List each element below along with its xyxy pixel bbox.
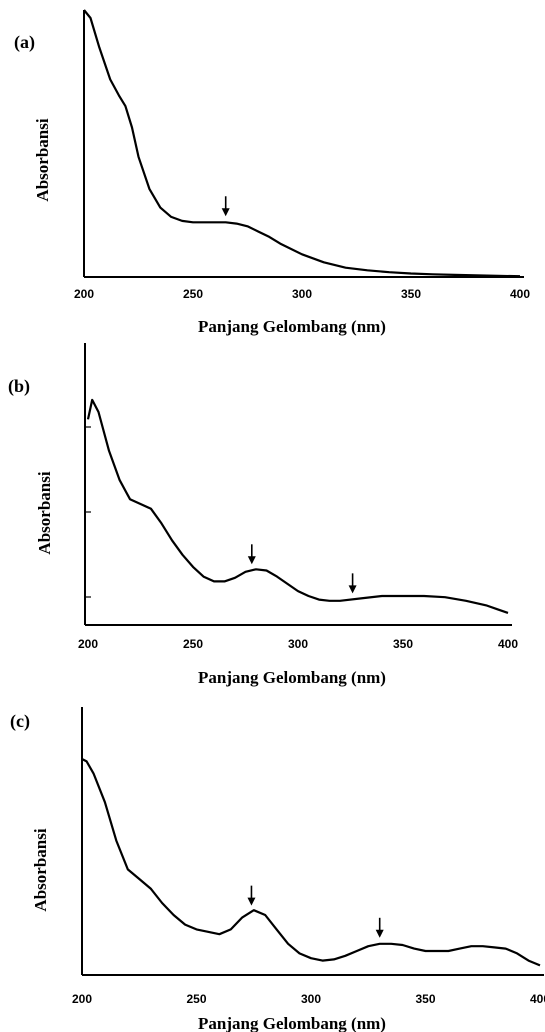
x-tick-label: 300 [301,992,321,1006]
x-tick-label: 200 [78,637,98,651]
x-axis-title: Panjang Gelombang (nm) [198,1014,386,1032]
peak-arrow [247,885,256,906]
spectrum-line [81,758,541,967]
chart-panel: 200 250 300 350 400 Panjang Gelombang (nm) Abs… [10,707,545,1032]
panel-label: (a) [14,32,35,53]
x-tick-label: 250 [186,992,206,1006]
x-tick-label: 350 [401,287,421,301]
y-axis-title: Absorbansi [35,471,54,554]
x-axis-title: Panjang Gelombang (nm) [198,668,386,687]
spectrum-line [86,398,509,614]
x-tick-label: 250 [183,287,203,301]
chart-panel: 200 250 300 350 400 Panjang Gelombang (nm) Abs… [8,343,518,687]
y-axis-title: Absorbansi [33,118,52,201]
spectrum-line [83,9,521,278]
x-tick-label: 250 [183,637,203,651]
chart-panel: 200 250 300 350 400 Panjang Gelombang (nm) Abs… [14,9,530,336]
panel-label: (b) [8,376,30,397]
y-axis-title: Absorbansi [31,828,50,911]
x-tick-label: 300 [288,637,308,651]
x-tick-label: 400 [510,287,530,301]
x-tick-label: 200 [72,992,92,1006]
peak-arrow [247,544,256,565]
peak-arrow [221,196,230,217]
x-tick-label: 300 [292,287,312,301]
peak-arrow [375,917,384,938]
x-tick-label: 350 [415,992,435,1006]
x-axis-title: Panjang Gelombang (nm) [198,317,386,336]
x-tick-label: 200 [74,287,94,301]
x-tick-label: 400 [530,992,545,1006]
peak-arrow [348,573,357,594]
panel-label: (c) [10,711,30,732]
x-tick-label: 400 [498,637,518,651]
x-tick-label: 350 [393,637,413,651]
